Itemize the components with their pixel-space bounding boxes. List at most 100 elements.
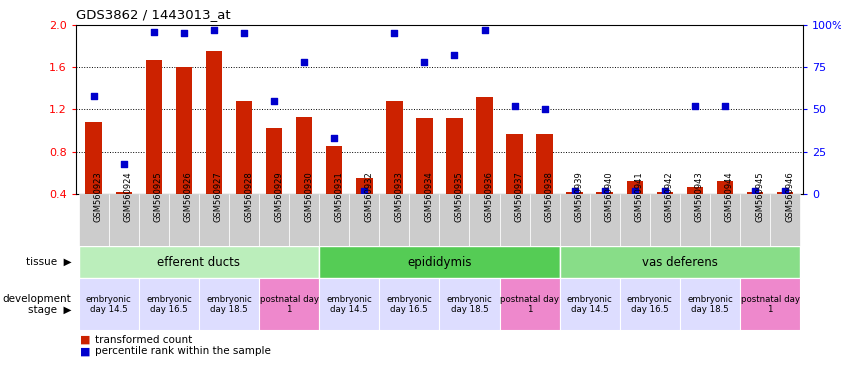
Bar xyxy=(379,194,410,246)
Bar xyxy=(657,192,673,194)
Text: GSM560938: GSM560938 xyxy=(545,171,553,222)
Text: GSM560941: GSM560941 xyxy=(635,171,644,222)
Text: vas deferens: vas deferens xyxy=(642,256,718,268)
Bar xyxy=(289,194,320,246)
Point xyxy=(688,103,701,109)
Text: GSM560932: GSM560932 xyxy=(364,171,373,222)
Bar xyxy=(530,194,559,246)
Bar xyxy=(266,128,283,194)
Bar xyxy=(747,192,764,194)
Text: embryonic
day 16.5: embryonic day 16.5 xyxy=(146,295,192,314)
Text: embryonic
day 18.5: embryonic day 18.5 xyxy=(687,295,733,314)
Bar xyxy=(199,278,259,330)
Bar xyxy=(469,194,500,246)
Text: embryonic
day 18.5: embryonic day 18.5 xyxy=(447,295,492,314)
Point xyxy=(568,187,581,194)
Bar xyxy=(559,194,590,246)
Bar xyxy=(206,51,222,194)
Point xyxy=(628,187,642,194)
Bar xyxy=(447,118,463,194)
Text: GSM560927: GSM560927 xyxy=(214,171,223,222)
Bar xyxy=(439,194,469,246)
Text: postnatal day
1: postnatal day 1 xyxy=(260,295,319,314)
Text: GSM560925: GSM560925 xyxy=(154,171,163,222)
Point xyxy=(598,187,611,194)
Bar xyxy=(777,192,793,194)
Bar xyxy=(680,278,740,330)
Text: embryonic
day 14.5: embryonic day 14.5 xyxy=(567,295,612,314)
Point xyxy=(478,27,491,33)
Text: GSM560936: GSM560936 xyxy=(484,171,494,222)
Text: efferent ducts: efferent ducts xyxy=(157,256,241,268)
Bar xyxy=(596,192,613,194)
Point xyxy=(207,27,220,33)
Point xyxy=(779,187,792,194)
Text: GSM560924: GSM560924 xyxy=(124,171,133,222)
Text: GSM560933: GSM560933 xyxy=(394,171,404,222)
Bar xyxy=(139,278,199,330)
Text: GSM560931: GSM560931 xyxy=(334,171,343,222)
Bar xyxy=(590,194,620,246)
Text: transformed count: transformed count xyxy=(95,335,193,345)
Text: GSM560943: GSM560943 xyxy=(695,171,704,222)
Bar xyxy=(620,278,680,330)
Point xyxy=(718,103,732,109)
Bar xyxy=(379,278,439,330)
Point xyxy=(659,187,672,194)
Text: GSM560942: GSM560942 xyxy=(665,171,674,222)
Text: tissue  ▶: tissue ▶ xyxy=(26,257,71,267)
Bar xyxy=(176,67,193,194)
Point xyxy=(357,187,371,194)
Bar xyxy=(770,194,800,246)
Bar xyxy=(259,278,320,330)
Text: GSM560946: GSM560946 xyxy=(785,171,794,222)
Text: GSM560934: GSM560934 xyxy=(425,171,433,222)
Text: development
stage  ▶: development stage ▶ xyxy=(3,293,71,315)
Bar xyxy=(108,194,139,246)
Text: GSM560929: GSM560929 xyxy=(274,171,283,222)
Text: postnatal day
1: postnatal day 1 xyxy=(500,295,559,314)
Point xyxy=(117,161,130,167)
Text: epididymis: epididymis xyxy=(407,256,472,268)
Bar xyxy=(650,194,680,246)
Bar xyxy=(386,101,403,194)
Bar xyxy=(620,194,650,246)
Bar xyxy=(356,178,373,194)
Bar xyxy=(740,278,800,330)
Text: GSM560926: GSM560926 xyxy=(184,171,193,222)
Point xyxy=(87,93,100,99)
Bar xyxy=(79,278,139,330)
Bar xyxy=(326,146,342,194)
Bar xyxy=(506,134,523,194)
Text: percentile rank within the sample: percentile rank within the sample xyxy=(95,346,271,356)
Bar xyxy=(229,194,259,246)
Point xyxy=(447,52,461,58)
Bar xyxy=(169,194,199,246)
Bar xyxy=(410,194,439,246)
Bar xyxy=(559,246,800,278)
Bar xyxy=(680,194,710,246)
Point xyxy=(538,106,552,113)
Bar xyxy=(500,278,559,330)
Bar xyxy=(349,194,379,246)
Text: embryonic
day 18.5: embryonic day 18.5 xyxy=(206,295,251,314)
Bar xyxy=(740,194,770,246)
Bar xyxy=(86,122,102,194)
Bar xyxy=(320,246,559,278)
Bar xyxy=(139,194,169,246)
Text: GSM560928: GSM560928 xyxy=(244,171,253,222)
Text: ■: ■ xyxy=(80,346,90,356)
Bar xyxy=(145,60,162,194)
Bar xyxy=(115,192,132,194)
Bar xyxy=(296,117,312,194)
Bar xyxy=(320,194,349,246)
Text: GDS3862 / 1443013_at: GDS3862 / 1443013_at xyxy=(76,8,230,21)
Bar xyxy=(559,278,620,330)
Text: GSM560940: GSM560940 xyxy=(605,171,614,222)
Bar xyxy=(199,194,229,246)
Text: postnatal day
1: postnatal day 1 xyxy=(741,295,800,314)
Bar xyxy=(537,134,553,194)
Text: GSM560939: GSM560939 xyxy=(574,171,584,222)
Bar xyxy=(717,181,733,194)
Text: GSM560937: GSM560937 xyxy=(515,171,524,222)
